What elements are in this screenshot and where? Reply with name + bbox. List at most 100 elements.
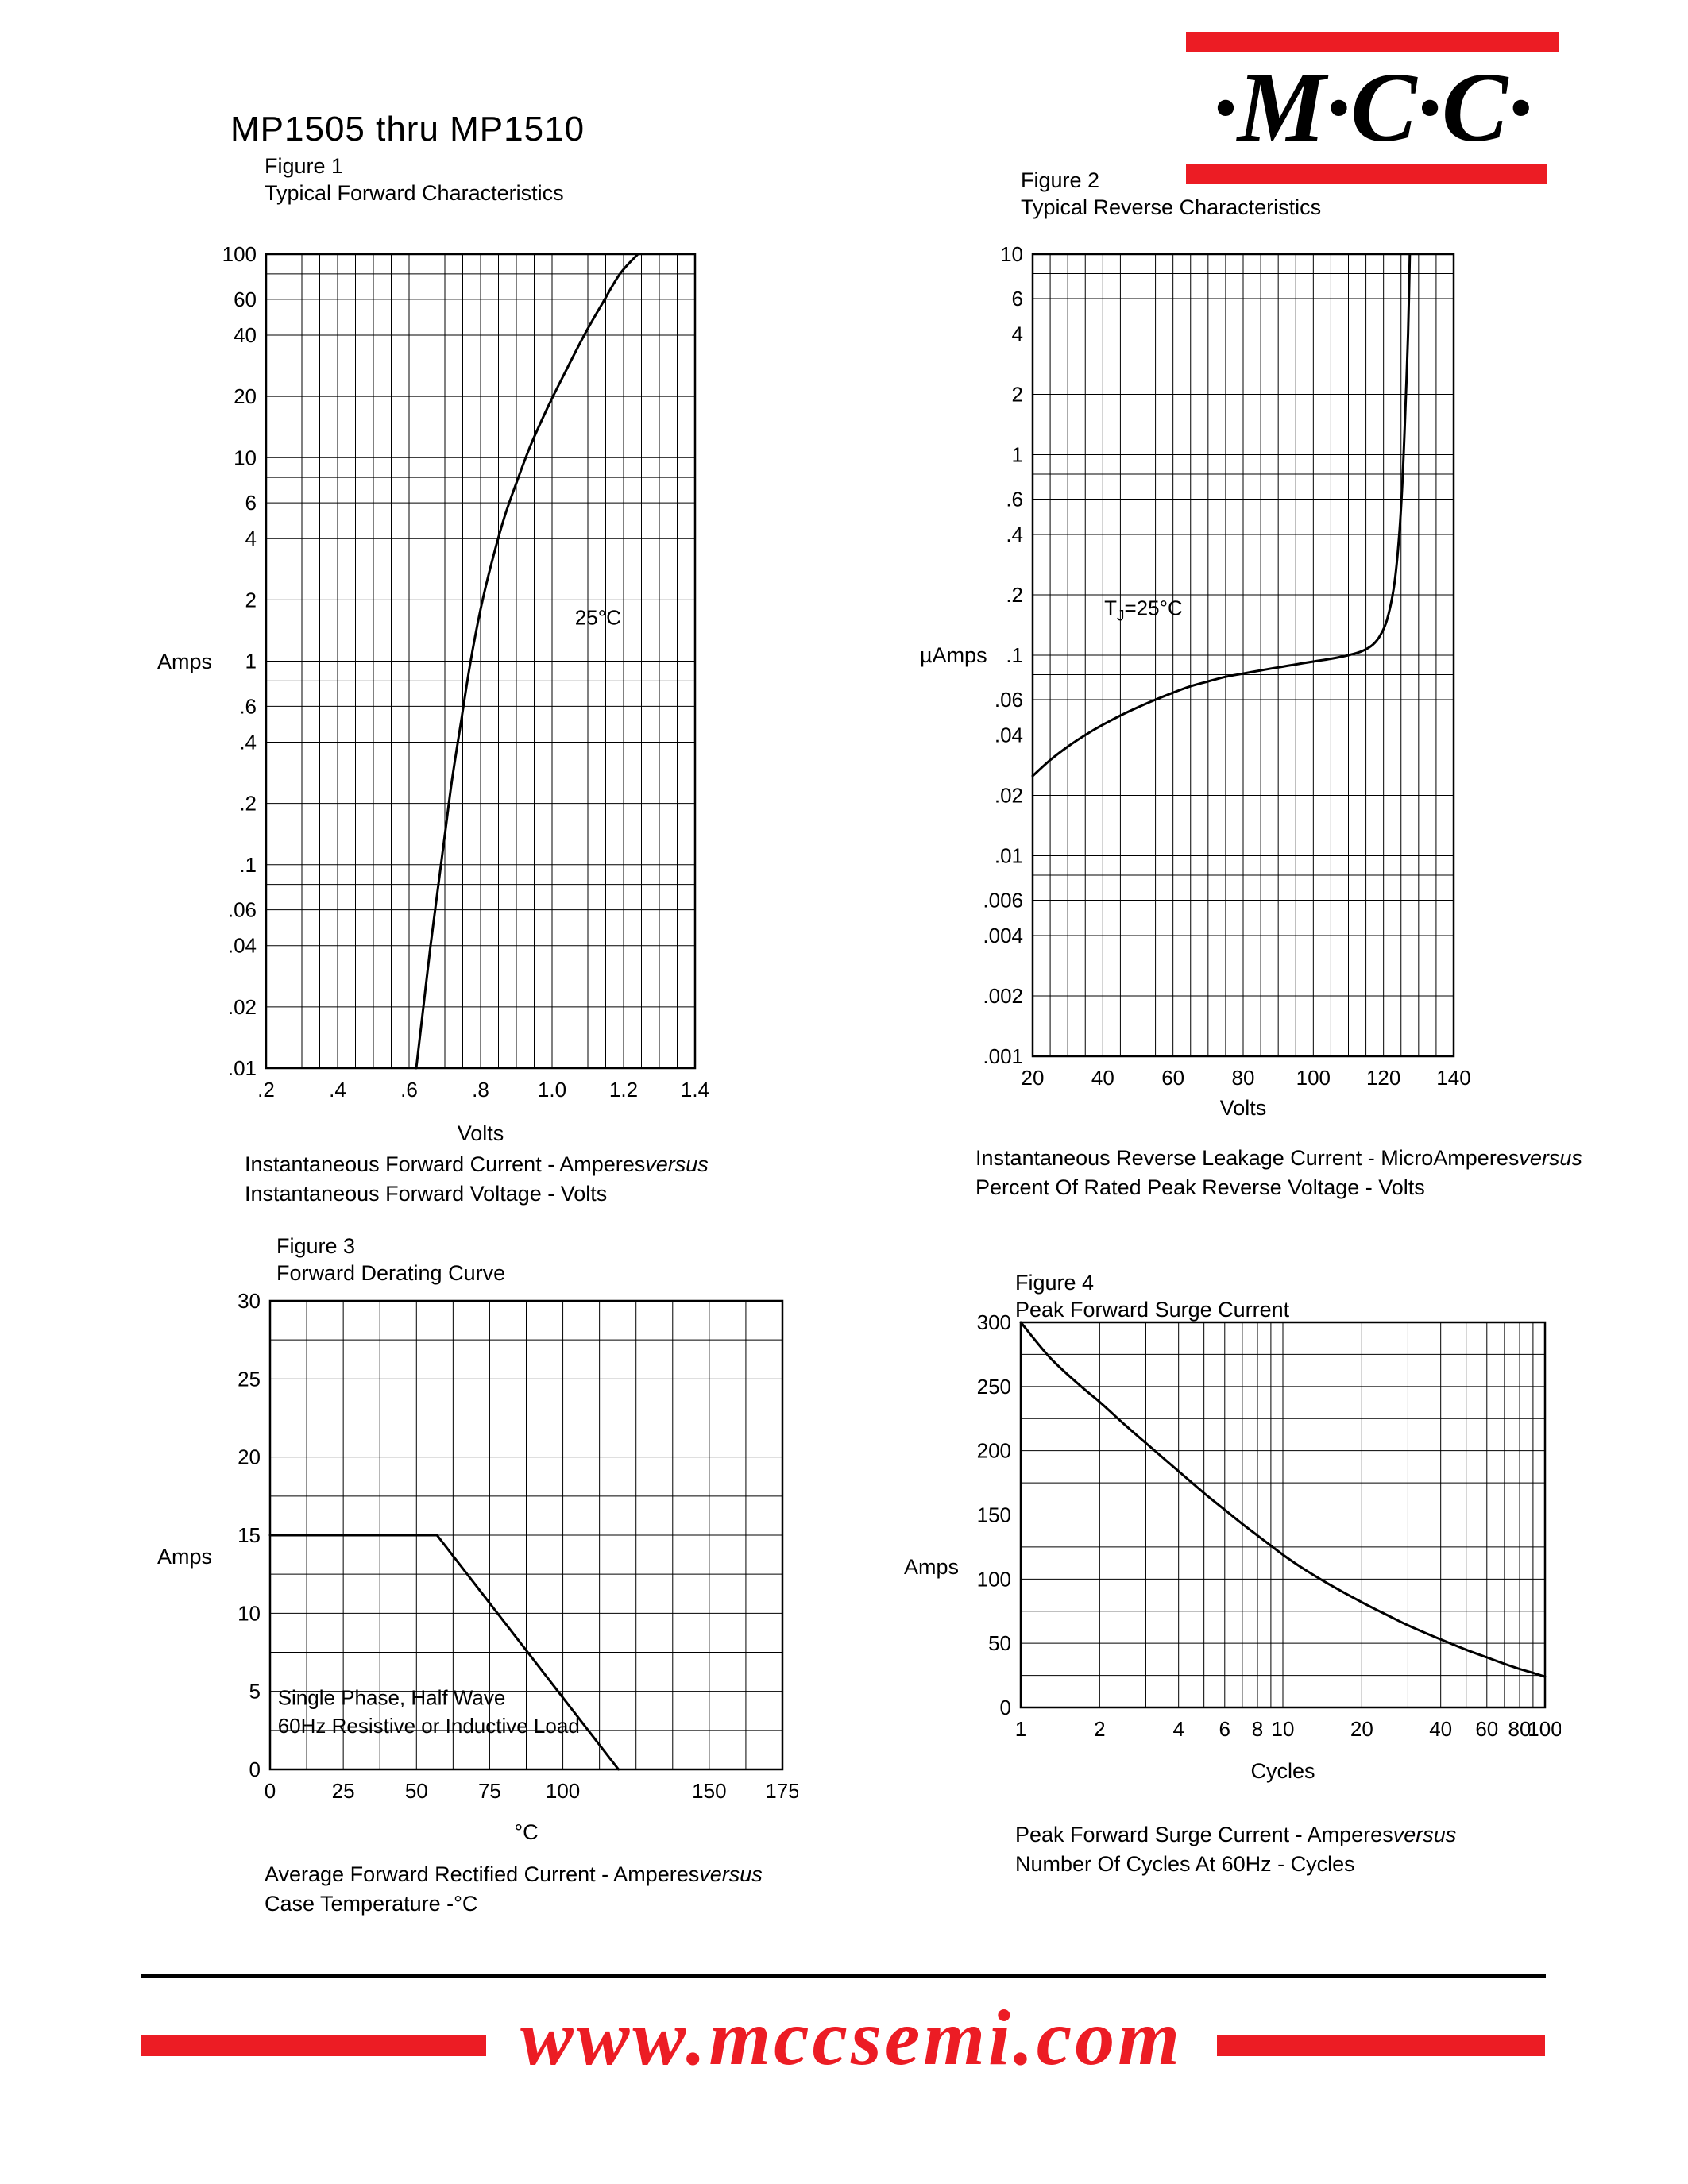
svg-text:.1: .1 <box>1006 643 1023 667</box>
caption-versus: versus <box>645 1152 709 1176</box>
svg-text:40: 40 <box>234 323 257 347</box>
svg-text:.2: .2 <box>257 1078 275 1102</box>
svg-text:.02: .02 <box>228 995 257 1019</box>
figure3-title: Forward Derating Curve <box>276 1261 506 1285</box>
svg-text:120: 120 <box>1366 1066 1400 1090</box>
figure1-title: Typical Forward Characteristics <box>265 181 564 205</box>
figure3-label: Figure 3 <box>276 1234 356 1258</box>
svg-text:0: 0 <box>249 1758 261 1781</box>
svg-text:4: 4 <box>1172 1717 1184 1741</box>
svg-text:60Hz Resistive or Inductive Lo: 60Hz Resistive or Inductive Load <box>278 1714 580 1738</box>
svg-text:80: 80 <box>1508 1717 1532 1741</box>
svg-text:1.0: 1.0 <box>538 1078 566 1102</box>
svg-text:60: 60 <box>1161 1066 1184 1090</box>
svg-text:.04: .04 <box>995 723 1023 747</box>
svg-text:0: 0 <box>1000 1696 1011 1719</box>
figure3-caption: Average Forward Rectified Current - Ampe… <box>265 1860 763 1919</box>
svg-text:.6: .6 <box>1006 488 1023 511</box>
svg-text:1: 1 <box>1012 443 1023 467</box>
logo-bar-top <box>1186 32 1559 52</box>
svg-text:100: 100 <box>1528 1717 1561 1741</box>
caption-text: Percent Of Rated Peak Reverse Voltage - … <box>975 1175 1425 1199</box>
figure1-chart: .2 .4 .6 .8 1.0 1.2 1.4 100 60 40 20 10 6 4 2 1 .6 .4 .2 .1… <box>222 242 709 1102</box>
figure4-x-axis-label: Cycles <box>1250 1759 1315 1783</box>
figure2-chart: 20 40 60 80 100 120 140 10 6 4 2 1 .6 .4 .2 .1 .06 .04 .02… <box>983 242 1470 1090</box>
figure3-heading: Figure 3 Forward Derating Curve <box>276 1233 505 1287</box>
logo-bar-bottom <box>1186 164 1547 184</box>
svg-text:.2: .2 <box>239 792 257 816</box>
figure4-heading: Figure 4 Peak Forward Surge Current <box>1015 1269 1289 1323</box>
svg-text:.4: .4 <box>1006 523 1023 546</box>
svg-text:100: 100 <box>222 242 257 266</box>
svg-text:300: 300 <box>977 1310 1011 1334</box>
svg-text:.01: .01 <box>228 1056 257 1080</box>
svg-text:30: 30 <box>238 1289 261 1313</box>
footer-url: www.mccsemi.com <box>520 1993 1183 2082</box>
figure2-label: Figure 2 <box>1021 168 1100 192</box>
logo-text: ·M·C·C· <box>1212 53 1533 163</box>
figure2-x-axis-label: Volts <box>1219 1096 1267 1120</box>
svg-text:.6: .6 <box>400 1078 418 1102</box>
svg-text:100: 100 <box>546 1779 580 1803</box>
svg-text:10: 10 <box>1000 242 1023 266</box>
svg-text:.4: .4 <box>239 730 257 754</box>
svg-text:140: 140 <box>1436 1066 1470 1090</box>
caption-text: Case Temperature -°C <box>265 1892 478 1916</box>
svg-text:.04: .04 <box>228 934 257 958</box>
figure4-caption: Peak Forward Surge Current - Amperesvers… <box>1015 1820 1456 1879</box>
svg-text:2: 2 <box>245 588 257 612</box>
mcc-logo: ·M·C·C· <box>1186 32 1559 184</box>
svg-text:20: 20 <box>1022 1066 1045 1090</box>
svg-text:25°C: 25°C <box>575 605 621 629</box>
page-title: MP1505 thru MP1510 <box>230 110 585 149</box>
svg-text:1.2: 1.2 <box>609 1078 638 1102</box>
svg-text:.002: .002 <box>983 984 1023 1008</box>
caption-text: Instantaneous Forward Current - Amperes <box>245 1152 646 1176</box>
caption-versus: versus <box>699 1862 763 1886</box>
svg-text:200: 200 <box>977 1439 1011 1463</box>
svg-text:40: 40 <box>1091 1066 1114 1090</box>
svg-text:.4: .4 <box>329 1078 346 1102</box>
footer-bar-left <box>141 2035 486 2056</box>
figure3-y-axis-label: Amps <box>157 1545 213 1569</box>
svg-text:10: 10 <box>1272 1717 1295 1741</box>
svg-text:.001: .001 <box>983 1044 1023 1068</box>
svg-text:6: 6 <box>245 491 257 515</box>
figure2-y-axis-label: µAmps <box>920 643 987 667</box>
figure2-caption: Instantaneous Reverse Leakage Current - … <box>975 1144 1582 1202</box>
svg-text:25: 25 <box>238 1367 261 1391</box>
svg-text:1: 1 <box>245 650 257 673</box>
svg-text:20: 20 <box>1350 1717 1373 1741</box>
svg-text:.6: .6 <box>239 694 257 718</box>
svg-text:175: 175 <box>765 1779 798 1803</box>
svg-text:20: 20 <box>238 1445 261 1469</box>
caption-text: Average Forward Rectified Current - Ampe… <box>265 1862 700 1886</box>
figure1-label: Figure 1 <box>265 154 344 178</box>
svg-text:8: 8 <box>1252 1717 1263 1741</box>
svg-text:.06: .06 <box>228 898 257 922</box>
svg-text:100: 100 <box>977 1567 1011 1591</box>
svg-text:.02: .02 <box>995 783 1023 807</box>
svg-text:60: 60 <box>234 287 257 311</box>
caption-versus: versus <box>1519 1146 1582 1170</box>
footer-divider <box>141 1974 1546 1978</box>
svg-text:20: 20 <box>234 384 257 408</box>
svg-text:50: 50 <box>988 1631 1011 1655</box>
svg-text:1: 1 <box>1015 1717 1026 1741</box>
svg-text:2: 2 <box>1094 1717 1105 1741</box>
svg-text:250: 250 <box>977 1375 1011 1399</box>
svg-text:10: 10 <box>238 1601 261 1625</box>
svg-text:Single Phase, Half Wave: Single Phase, Half Wave <box>278 1686 506 1710</box>
figure2-title: Typical Reverse Characteristics <box>1021 195 1322 219</box>
figure4-label: Figure 4 <box>1015 1271 1095 1295</box>
figure4-title: Peak Forward Surge Current <box>1015 1298 1290 1322</box>
svg-text:75: 75 <box>478 1779 501 1803</box>
figure3-x-axis-label: °C <box>514 1820 539 1844</box>
caption-text: Instantaneous Reverse Leakage Current - … <box>975 1146 1520 1170</box>
figure1-caption: Instantaneous Forward Current - Amperesv… <box>245 1150 709 1209</box>
figure1-heading: Figure 1 Typical Forward Characteristics <box>265 152 564 206</box>
svg-text:.006: .006 <box>983 889 1023 913</box>
